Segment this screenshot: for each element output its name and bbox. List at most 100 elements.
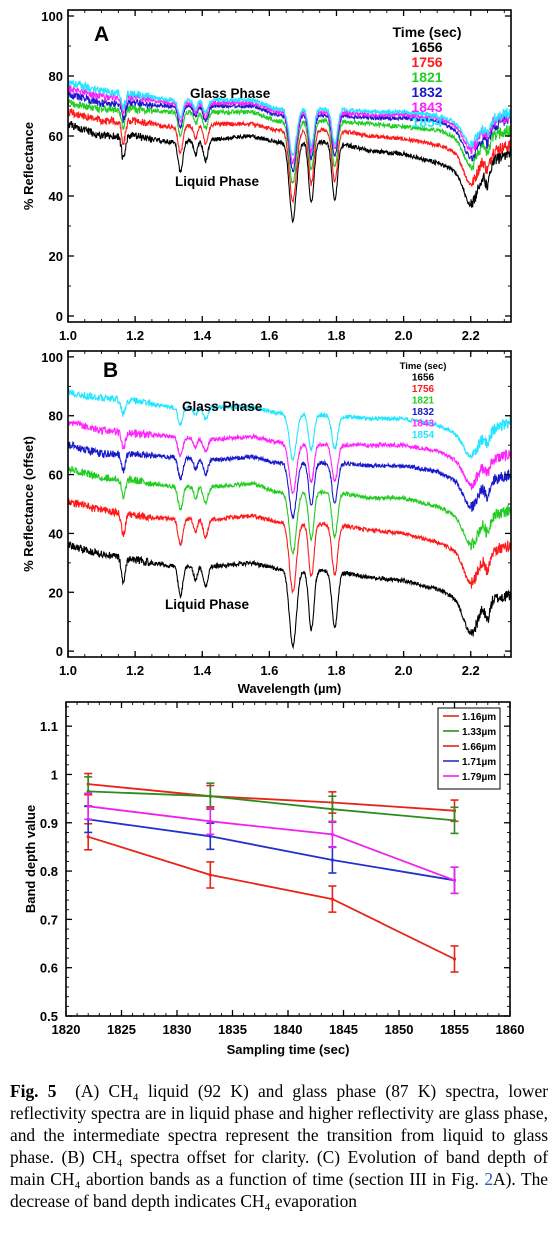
data-point [452, 957, 457, 961]
data-point [86, 804, 90, 808]
y-tick-label: 80 [49, 69, 63, 84]
y-tick-label: 1 [51, 767, 58, 782]
caption-fig-link[interactable]: 2 [484, 1169, 494, 1189]
band-depth-line [87, 835, 455, 960]
x-tick-label: 1.4 [193, 328, 212, 343]
y-tick-label: 100 [41, 350, 63, 365]
chart-b: 1.0 1.2 1.4 1.6 1.8 2.0 2.2 0 20 40 60 80 100 % Refle… [21, 350, 512, 695]
x-tick-label: 1.6 [260, 328, 278, 343]
data-point [86, 835, 90, 839]
series-1.71µm [84, 805, 459, 895]
data-point [452, 818, 457, 822]
legend: 1.16µm 1.33µm 1.66µm 1.71µm 1.79µm [437, 707, 501, 790]
legend-entry-1656: 1656 [412, 373, 435, 384]
legend-entry-1821: 1821 [412, 396, 435, 407]
spectra-traces [67, 77, 512, 224]
glass-phase-label: Glass Phase [190, 86, 271, 101]
y-tick-label: 0 [56, 644, 63, 659]
y-tick-label: 20 [49, 585, 63, 600]
y-tick-label: 100 [41, 9, 63, 24]
y-tick-label: 40 [49, 189, 63, 204]
x-tick-label: 1.4 [193, 663, 212, 678]
spectrum-line-1756 [67, 496, 512, 595]
y-axis-label: Band depth value [23, 805, 38, 913]
legend-entry-1656: 1656 [411, 39, 442, 55]
y-axis-label: % Reflectance [21, 122, 36, 210]
legend-entry: 1.33µm [462, 727, 496, 738]
y-tick-label: 0.9 [40, 816, 58, 831]
x-tick-label: 1.2 [126, 663, 144, 678]
spectrum-line-1832 [67, 91, 512, 173]
data-point [452, 878, 457, 882]
x-tick-label: 2.2 [462, 663, 480, 678]
x-tick-label: 2.0 [395, 328, 413, 343]
caption-text: (A) CH₄ liquid (92 K) and glass phase (8… [10, 1081, 548, 1189]
spectrum-line-1854 [67, 77, 512, 156]
data-point [208, 873, 212, 877]
data-point [330, 807, 334, 811]
series-1.16µm [84, 772, 459, 823]
band-depth-line [88, 818, 455, 882]
data-point [208, 834, 212, 838]
x-tick-label: 1.8 [327, 663, 345, 678]
legend-entry: 1.79µm [462, 772, 496, 783]
plot-frame [67, 350, 512, 658]
series-1.79µm [84, 792, 459, 895]
band-depth-line [88, 805, 455, 882]
x-tick-label: 1830 [163, 1022, 192, 1037]
legend-entry-1854: 1854 [411, 114, 442, 130]
data-point [330, 858, 334, 862]
data-point [208, 794, 212, 798]
y-tick-label: 1.1 [40, 719, 58, 734]
spectrum-line-1854 [67, 387, 512, 461]
x-tick-label: 1825 [107, 1022, 136, 1037]
x-tick-label: 2.0 [395, 663, 413, 678]
spectrum-line-1821 [67, 466, 512, 556]
legend-title: Time (sec) [393, 24, 462, 40]
liquid-phase-label: Liquid Phase [175, 174, 260, 189]
x-tick-label: 1835 [218, 1022, 247, 1037]
liquid-phase-label: Liquid Phase [165, 597, 250, 612]
spectrum-line-1756 [67, 107, 512, 204]
data-point [330, 832, 334, 836]
spectrum-line-1656 [67, 541, 512, 650]
y-tick-label: 0.5 [40, 1009, 58, 1024]
x-tick-label: 1840 [274, 1022, 303, 1037]
legend-entry-1843: 1843 [412, 419, 435, 430]
legend-entry: 1.71µm [462, 757, 496, 768]
legend-title: Time (sec) [400, 361, 447, 372]
glass-phase-label: Glass Phase [182, 399, 263, 414]
x-tick-label: 2.2 [462, 328, 480, 343]
data-point [208, 819, 212, 823]
legend-entry-1832: 1832 [412, 407, 435, 418]
figure-caption: Fig. 5 (A) CH₄ liquid (92 K) and glass p… [10, 1080, 548, 1212]
y-axis-label: % Reflectance (offset) [21, 436, 36, 572]
legend-entry-1756: 1756 [411, 54, 442, 70]
series-1.66µm [84, 822, 459, 973]
band-depth-line [88, 790, 455, 822]
y-tick-label: 0.7 [40, 912, 58, 927]
band-depth-line [88, 783, 455, 812]
y-tick-label: 60 [49, 129, 63, 144]
legend-entry: 1.16µm [462, 712, 496, 723]
x-tick-label: 1.8 [327, 328, 345, 343]
x-tick-label: 1855 [440, 1022, 469, 1037]
x-tick-label: 1850 [385, 1022, 414, 1037]
legend-entry-1854: 1854 [412, 430, 435, 441]
legend-entry-1756: 1756 [412, 384, 435, 395]
x-tick-label: 1.2 [126, 328, 144, 343]
spectrum-line-1821 [67, 98, 512, 185]
chart-a: 1.0 1.2 1.4 1.6 1.8 2.0 2.2 0 20 40 60 80 100 % Refle… [21, 9, 512, 343]
y-tick-label: 60 [49, 468, 63, 483]
y-tick-label: 0.8 [40, 864, 58, 879]
spectrum-line-1832 [67, 440, 512, 520]
x-tick-label: 1845 [329, 1022, 358, 1037]
panel-label: B [103, 359, 118, 382]
y-tick-label: 0 [56, 309, 63, 324]
x-tick-label: 1.0 [59, 328, 77, 343]
legend-entry-1843: 1843 [411, 99, 442, 115]
data-point [330, 897, 334, 901]
x-axis-label: Wavelength (µm) [238, 681, 342, 695]
y-tick-label: 20 [49, 249, 63, 264]
